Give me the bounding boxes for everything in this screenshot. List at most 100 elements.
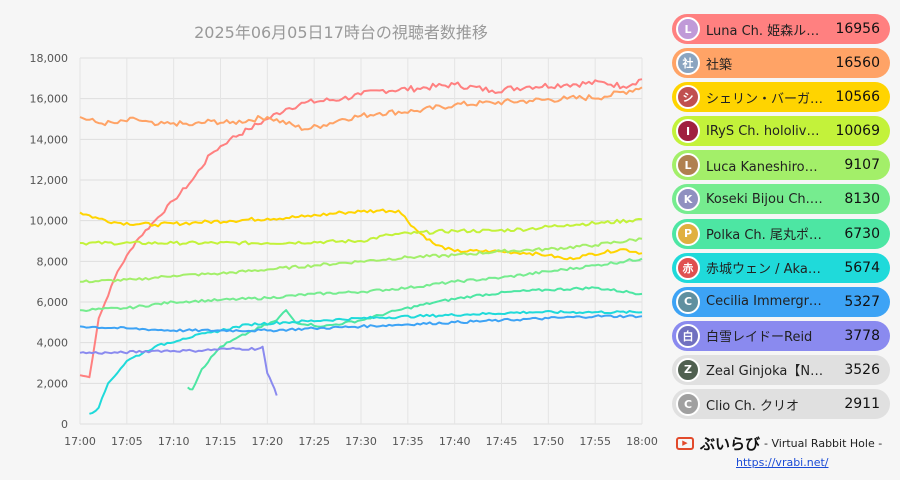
legend-name: 赤城ウェン / Akagi Wen	[706, 262, 826, 278]
avatar-icon: 赤	[676, 255, 700, 280]
legend-item[interactable]: K Koseki Bijou Ch. hololive-EN 8130	[672, 184, 890, 215]
legend-value: 9107	[844, 157, 880, 174]
series-line-4	[80, 237, 643, 284]
y-tick-label: 0	[61, 418, 68, 431]
x-tick-label: 17:55	[579, 435, 611, 448]
legend-value: 8130	[844, 191, 880, 208]
legend-item[interactable]: I IRyS Ch. hololive-EN 10069	[672, 116, 890, 147]
x-tick-label: 17:45	[486, 435, 518, 448]
avatar-initial: C	[683, 295, 693, 309]
x-tick-label: 17:30	[345, 435, 377, 448]
avatar-initial: K	[683, 192, 693, 206]
legend-name: Zeal Ginjoka【NIJISANJI EN】	[706, 364, 826, 380]
chart-title: 2025年06月05日17時台の視聴者数推移	[194, 23, 488, 42]
series-line-2	[79, 208, 643, 261]
legend-item[interactable]: P Polka Ch. 尾丸ポルカ 6730	[672, 218, 890, 249]
y-tick-label: 6,000	[37, 296, 69, 309]
play-icon: ▶	[676, 437, 694, 450]
x-tick-label: 17:25	[298, 435, 330, 448]
brand-link[interactable]: https://vrabi.net/	[736, 456, 829, 469]
legend-name: Luca Kaneshiro【NIJISANJI EN】	[706, 159, 826, 175]
avatar-icon: 白	[676, 323, 700, 348]
avatar-icon: シ	[676, 85, 700, 110]
legend-item[interactable]: L Luca Kaneshiro【NIJISANJI EN】 9107	[672, 150, 890, 181]
legend-value: 16560	[835, 55, 880, 72]
avatar-initial: 社	[682, 57, 694, 71]
series-line-5	[79, 257, 643, 312]
legend-item[interactable]: L Luna Ch. 姫森ルーナ 16956	[672, 14, 890, 44]
avatar-initial: 白	[682, 329, 694, 343]
avatar-icon: L	[676, 17, 700, 41]
series-line-6	[187, 286, 643, 391]
avatar-initial: L	[684, 22, 692, 36]
legend-item[interactable]: C Cecilia Immergreen 5327	[672, 286, 890, 317]
legend-value: 3526	[844, 361, 880, 378]
avatar-icon: K	[676, 187, 700, 212]
legend-value: 5674	[844, 259, 880, 276]
legend-name: 社築	[706, 57, 733, 73]
x-tick-label: 17:20	[251, 435, 283, 448]
avatar-icon: C	[676, 392, 700, 417]
series-line-3	[79, 218, 643, 246]
x-tick-label: 17:00	[64, 435, 96, 448]
legend-name: IRyS Ch. hololive-EN	[706, 123, 826, 139]
legend-name: Cecilia Immergreen	[706, 294, 826, 310]
x-tick-label: 17:15	[205, 435, 237, 448]
y-tick-label: 12,000	[30, 174, 69, 187]
line-chart: 2025年06月05日17時台の視聴者数推移 0 2,000 4,000 6,000 8,…	[30, 23, 658, 448]
series-line-8	[79, 314, 643, 333]
avatar-icon: Z	[676, 357, 700, 382]
legend: L Luna Ch. 姫森ルーナ 16956 社社築 16560 シシェリン・バーガンディ…	[672, 14, 890, 430]
brand-name: ぶいらび	[700, 435, 761, 453]
legend-item[interactable]: Z Zeal Ginjoka【NIJISANJI EN】 3526	[672, 354, 890, 385]
y-tick-label: 8,000	[37, 255, 69, 268]
y-tick-label: 2,000	[37, 377, 69, 390]
avatar-icon: I	[676, 119, 700, 144]
x-tick-label: 18:00	[626, 435, 658, 448]
legend-item[interactable]: C Clio Ch. クリオ 2911	[672, 389, 890, 420]
legend-name: 白雪レイドーReid	[706, 330, 813, 346]
legend-name: Clio Ch. クリオ	[706, 398, 799, 414]
avatar-initial: P	[683, 227, 693, 241]
legend-value: 2911	[844, 396, 880, 413]
x-tick-label: 17:40	[439, 435, 471, 448]
legend-value: 6730	[844, 225, 880, 242]
avatar-icon: L	[676, 153, 700, 178]
x-tick-label: 17:05	[111, 435, 143, 448]
series-line-7	[89, 310, 643, 415]
avatar-initial: 赤	[682, 261, 694, 275]
avatar-initial: L	[684, 158, 692, 172]
legend-value: 3778	[844, 327, 880, 344]
y-tick-label: 18,000	[30, 52, 69, 65]
x-tick-label: 17:35	[392, 435, 424, 448]
legend-value: 5327	[844, 293, 880, 310]
y-tick-label: 16,000	[30, 93, 69, 106]
avatar-icon: P	[676, 221, 700, 246]
avatar-icon: C	[676, 289, 700, 314]
series-line-9	[79, 345, 278, 396]
legend-value: 16956	[835, 21, 880, 37]
legend-item[interactable]: 白白雪レイドーReid 3778	[672, 320, 890, 351]
legend-value: 10566	[835, 89, 880, 106]
avatar-icon: 社	[676, 51, 700, 76]
avatar-initial: Z	[684, 363, 692, 377]
legend-name: シェリン・バーガンディ	[706, 91, 826, 107]
avatar-initial: I	[685, 124, 691, 138]
y-tick-label: 14,000	[30, 133, 69, 146]
x-tick-label: 17:50	[532, 435, 564, 448]
legend-name: Koseki Bijou Ch. hololive-EN	[706, 191, 826, 207]
y-tick-label: 10,000	[30, 215, 69, 228]
legend-name: Polka Ch. 尾丸ポルカ	[706, 228, 826, 244]
series-line-0	[79, 78, 643, 379]
brand-footer: ▶ ぶいらび - Virtual Rabbit Hole - https://v…	[676, 433, 896, 477]
y-tick-label: 4,000	[37, 337, 69, 350]
x-tick-label: 17:10	[158, 435, 190, 448]
brand-tagline: - Virtual Rabbit Hole -	[764, 437, 883, 450]
legend-item[interactable]: 社社築 16560	[672, 48, 890, 79]
avatar-initial: C	[683, 397, 693, 411]
legend-name: Luna Ch. 姫森ルーナ	[706, 23, 826, 39]
legend-value: 10069	[835, 123, 880, 140]
